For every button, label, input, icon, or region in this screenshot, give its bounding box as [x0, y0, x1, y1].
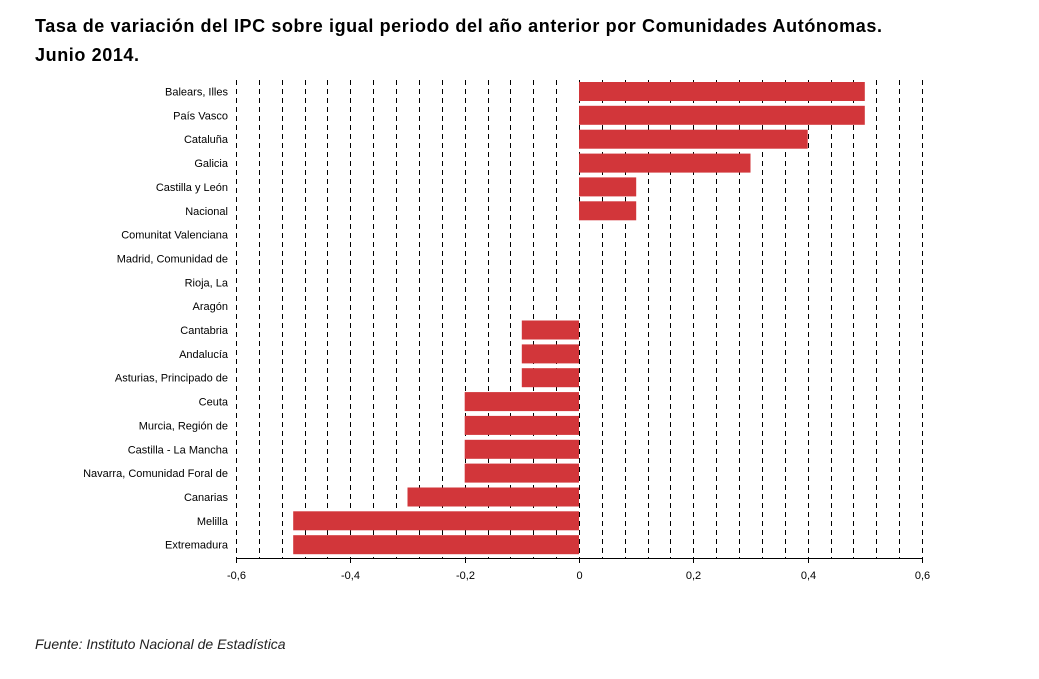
- x-tick-label: 0,4: [801, 570, 816, 582]
- category-label: Murcia, Región de: [139, 420, 228, 432]
- bar: [579, 82, 865, 101]
- x-tick-label: -0,2: [456, 570, 475, 582]
- bar: [579, 177, 637, 197]
- chart-title: Tasa de variación del IPC sobre igual pe…: [35, 12, 985, 70]
- x-tick-label: 0,6: [915, 570, 930, 582]
- bar: [293, 511, 579, 531]
- source-note: Fuente: Instituto Nacional de Estadístic…: [35, 636, 286, 652]
- category-label: Nacional: [185, 206, 228, 218]
- bar: [579, 105, 865, 125]
- bar: [579, 129, 808, 149]
- chart-title-line-2: Junio 2014.: [35, 45, 140, 65]
- category-label: Ceuta: [199, 397, 229, 409]
- category-label: Rioja, La: [185, 277, 229, 289]
- bar: [521, 368, 579, 388]
- category-label: Castilla y León: [156, 182, 228, 194]
- bar: [407, 487, 579, 507]
- x-tick-label: 0,2: [686, 570, 701, 582]
- category-label: Melilla: [197, 516, 229, 528]
- category-label: Comunitat Valenciana: [121, 230, 229, 242]
- bar: [464, 415, 579, 435]
- bar: [521, 320, 579, 340]
- bar: [521, 344, 579, 364]
- bar-chart: Balears, Illes País Vasco Cataluña Galicia C…: [83, 80, 930, 582]
- category-label: Extremadura: [165, 540, 229, 552]
- bar: [464, 439, 579, 459]
- bar: [579, 201, 637, 221]
- chart-title-line-1: Tasa de variación del IPC sobre igual pe…: [35, 16, 883, 36]
- bar: [293, 535, 579, 555]
- bars: [293, 82, 865, 555]
- bar: [464, 392, 579, 412]
- gridlines: [236, 80, 923, 558]
- category-label: Cataluña: [184, 134, 229, 146]
- category-label: Andalucía: [179, 349, 229, 361]
- bar: [464, 463, 579, 483]
- category-label: Asturias, Principado de: [115, 373, 228, 385]
- bar: [579, 153, 751, 173]
- category-label: Cantabria: [180, 325, 229, 337]
- category-label: País Vasco: [173, 110, 228, 122]
- category-label: Aragón: [193, 301, 228, 313]
- category-label: Castilla - La Mancha: [128, 444, 229, 456]
- x-tick-label: -0,4: [341, 570, 360, 582]
- category-label: Galicia: [194, 158, 229, 170]
- category-labels: Balears, Illes País Vasco Cataluña Galicia C…: [83, 87, 229, 552]
- category-label: Madrid, Comunidad de: [117, 254, 228, 266]
- category-label: Navarra, Comunidad Foral de: [83, 468, 228, 480]
- category-label: Canarias: [184, 492, 229, 504]
- x-axis: -0,6 -0,4 -0,2 0 0,2 0,4 0,6: [227, 558, 930, 582]
- x-tick-label: 0: [576, 570, 582, 582]
- category-label: Balears, Illes: [165, 87, 228, 99]
- x-tick-label: -0,6: [227, 570, 246, 582]
